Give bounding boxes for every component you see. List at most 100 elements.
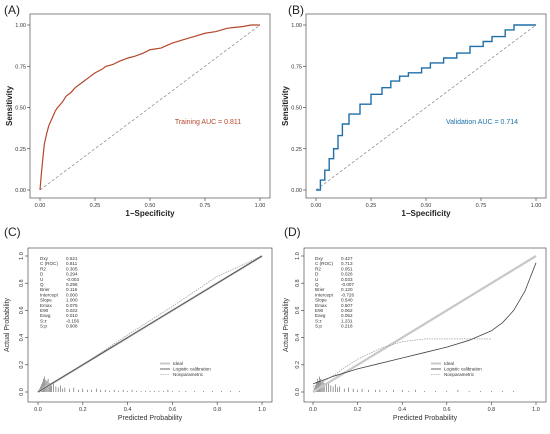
panel-c-stat-name: C (ROC) bbox=[40, 261, 58, 266]
panel-d-y-tick-label: 0.0 bbox=[295, 388, 301, 396]
panel-c-stat-value: 0.010 bbox=[66, 313, 78, 318]
panel-c-stat-value: -0.003 bbox=[66, 277, 79, 282]
panel-d-stat-value: 0.052 bbox=[341, 313, 353, 318]
panel-a-x-axis-title: 1−Specificity bbox=[125, 209, 175, 218]
panel-b-reference-diagonal bbox=[315, 24, 537, 191]
panel-d-legend-label: Logistic calibration bbox=[444, 367, 482, 372]
panel-c-legend-label: Nonparametric bbox=[173, 372, 204, 377]
panel-d-stat-name: E90 bbox=[315, 308, 324, 313]
panel-d-y-tick-label: 0.6 bbox=[295, 307, 301, 315]
panel-d-stat-name: C (ROC) bbox=[315, 261, 333, 266]
panel-b-y-axis-title: Sensitivity bbox=[281, 85, 290, 126]
panel-c-legend-label: Logistic calibration bbox=[173, 367, 211, 372]
panel-c-stat-name: S:p bbox=[40, 324, 47, 329]
panel-c-stat-name: Emax bbox=[40, 303, 52, 308]
panel-a-y-tick-label: 1.00 bbox=[15, 23, 26, 29]
panel-a-y-tick-label: 0.75 bbox=[15, 64, 26, 70]
panel-d-label: (D) bbox=[284, 225, 301, 239]
panel-c-y-tick-label: 0.0 bbox=[19, 388, 25, 396]
panel-b-x-tick-label: 1.00 bbox=[531, 203, 542, 209]
panel-b-x-axis-title: 1−Specificity bbox=[401, 209, 451, 218]
panel-d-y-tick-label: 0.8 bbox=[295, 279, 301, 287]
panel-c-x-axis-title: Predicted Probability bbox=[118, 415, 183, 422]
panel-d-x-tick-label: 0.6 bbox=[443, 407, 451, 413]
panel-a-y-tick-label: 0.25 bbox=[15, 147, 26, 153]
panel-b-x-tick-label: 0.00 bbox=[311, 203, 322, 209]
panel-d-stat-name: S:z bbox=[315, 318, 322, 323]
panel-c-stat-name: D bbox=[40, 272, 44, 277]
panel-d-stat-name: Brier bbox=[315, 287, 325, 292]
panel-d-stat-name: Eavg bbox=[315, 313, 326, 318]
panel-c-stat-value: 0.116 bbox=[66, 287, 78, 292]
panel-d-y-tick-label: 0.4 bbox=[295, 334, 301, 342]
panel-d-y-tick-label: 0.2 bbox=[295, 361, 301, 369]
panel-c-stat-value: 1.000 bbox=[66, 298, 78, 303]
panel-c-x-tick-label: 0.4 bbox=[124, 407, 132, 413]
panel-b-y-tick-label: 0.50 bbox=[291, 106, 302, 112]
panel-b-y-tick-label: 0.25 bbox=[291, 147, 302, 153]
panel-d-stat-name: D bbox=[315, 272, 319, 277]
panel-c-label: (C) bbox=[4, 225, 21, 239]
panel-a-auc-annotation: Training AUC = 0.811 bbox=[175, 119, 241, 126]
panel-b-roc-curve bbox=[316, 24, 536, 191]
panel-d-stat-value: 0.026 bbox=[341, 272, 353, 277]
panel-d-x-tick-label: 0.8 bbox=[488, 407, 496, 413]
panel-c-x-tick-label: 1.0 bbox=[258, 407, 266, 413]
panel-d-stat-value: -0.007 bbox=[341, 282, 354, 287]
panel-d-stat-name: Dxy bbox=[315, 256, 324, 261]
panel-c-stat-value: 0.075 bbox=[66, 303, 78, 308]
panel-d-stat-value: -0.726 bbox=[341, 292, 354, 297]
panel-c-stat-name: S:z bbox=[40, 318, 47, 323]
panel-d-stat-name: Q bbox=[315, 282, 319, 287]
panel-c-plot-frame bbox=[27, 247, 273, 403]
panel-c-stat-name: R2 bbox=[40, 266, 46, 271]
panel-b-x-tick-label: 0.75 bbox=[476, 203, 487, 209]
panel-c-stat-value: 0.294 bbox=[66, 272, 78, 277]
panel-d-stat-name: Emax bbox=[315, 303, 327, 308]
panel-d-stat-value: 1.231 bbox=[341, 318, 353, 323]
panel-b-y-tick-label: 1.00 bbox=[291, 23, 302, 29]
panel-d-logistic-line bbox=[312, 262, 537, 385]
panel-a-y-tick-label: 0.50 bbox=[15, 106, 26, 112]
panel-c-y-tick-label: 0.8 bbox=[19, 279, 25, 287]
panel-c-y-axis-title: Actual Probability bbox=[4, 297, 11, 352]
panel-c-stat-value: 0.305 bbox=[66, 266, 78, 271]
panel-c-legend-label: Ideal bbox=[173, 361, 183, 366]
panel-c: (C) Predicted Probability Actual Probabi… bbox=[4, 225, 273, 422]
panel-c-stat-name: Q bbox=[40, 282, 44, 287]
panel-c-stat-value: 0.908 bbox=[66, 324, 78, 329]
panel-d-stat-name: Slope bbox=[315, 298, 327, 303]
panel-d-y-axis-title: Actual Probability bbox=[283, 297, 290, 352]
panel-b: (B) 1−Specificity Sensitivity Validation… bbox=[281, 3, 547, 218]
panel-d-legend-label: Nonparametric bbox=[444, 372, 475, 377]
panel-d-stat-value: 0.051 bbox=[341, 266, 353, 271]
panel-d-y-tick-label: 1.0 bbox=[295, 252, 301, 260]
panel-d-stat-name: S:p bbox=[315, 324, 322, 329]
panel-b-y-tick-label: 0.75 bbox=[291, 64, 302, 70]
panel-a-y-axis-title: Sensitivity bbox=[5, 85, 14, 126]
panel-c-stat-value: 0.296 bbox=[66, 282, 78, 287]
panel-d-stat-value: 0.033 bbox=[341, 277, 353, 282]
panel-d-stat-name: Intercept bbox=[315, 292, 334, 297]
panel-d-stat-value: 0.427 bbox=[341, 256, 353, 261]
panel-c-stat-value: 0.621 bbox=[66, 256, 78, 261]
panel-d-stat-name: U bbox=[315, 277, 318, 282]
panel-a: (A) 1−Specificity Sensitivity Training A… bbox=[4, 3, 271, 218]
panel-d-x-tick-label: 1.0 bbox=[532, 407, 540, 413]
panel-a-reference-diagonal bbox=[39, 24, 261, 191]
panel-c-stat-name: Brier bbox=[40, 287, 50, 292]
panel-b-x-tick-label: 0.50 bbox=[421, 203, 432, 209]
panel-c-logistic-line bbox=[37, 255, 263, 393]
panel-a-x-tick-label: 0.25 bbox=[90, 203, 101, 209]
panel-c-stat-value: 0.811 bbox=[66, 261, 78, 266]
panel-d-stat-value: 0.507 bbox=[341, 303, 353, 308]
panel-c-y-tick-label: 0.4 bbox=[19, 334, 25, 342]
panel-c-stat-name: Dxy bbox=[40, 256, 49, 261]
panel-a-roc-curve bbox=[39, 24, 260, 191]
panel-d-x-tick-label: 0.0 bbox=[309, 407, 317, 413]
panel-c-x-tick-label: 0.8 bbox=[213, 407, 221, 413]
panel-c-stat-name: Eavg bbox=[40, 313, 51, 318]
panel-d-stat-value: 0.062 bbox=[341, 308, 353, 313]
panel-c-stat-value: -0.156 bbox=[66, 318, 79, 323]
panel-d: (D) Predicted Probability Actual Probabi… bbox=[283, 225, 547, 422]
